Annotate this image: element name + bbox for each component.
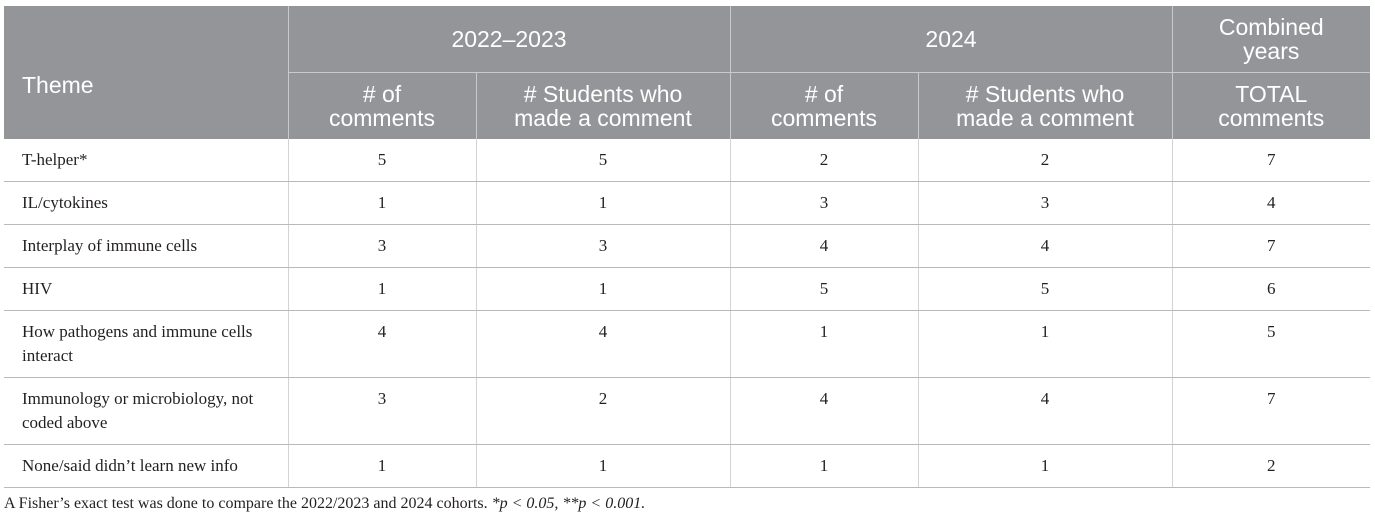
subheader-comments-2024: # of comments	[730, 72, 919, 139]
comments-table: Theme 2022–2023 2024 Combined years # of…	[4, 6, 1371, 488]
cell-comments-2024: 1	[730, 310, 919, 378]
group-header-2024: 2024	[730, 6, 1173, 73]
cell-total-comments: 7	[1172, 139, 1371, 182]
cell-comments-2024: 2	[730, 139, 919, 182]
cell-students-2022-2023: 3	[476, 224, 731, 268]
row-theme: How pathogens and immune cells interact	[4, 310, 289, 378]
cell-comments-2024: 1	[730, 444, 919, 488]
cell-students-2022-2023: 5	[476, 139, 731, 182]
cell-students-2024: 5	[918, 267, 1173, 311]
subheader-total-comments: TOTAL comments	[1172, 72, 1371, 139]
cell-total-comments: 5	[1172, 310, 1371, 378]
cell-comments-2022-2023: 1	[288, 267, 477, 311]
cell-total-comments: 2	[1172, 444, 1371, 488]
subheader-students-2022-2023: # Students who made a comment	[476, 72, 731, 139]
table-row: Immunology or microbiology, not coded ab…	[4, 377, 1371, 445]
row-theme: Interplay of immune cells	[4, 224, 289, 268]
table-footnote: A Fisher’s exact test was done to compar…	[4, 495, 645, 513]
table-body: T-helper* 5 5 2 2 7 IL/cytokines 1 1 3 3…	[4, 139, 1371, 488]
subheader-students-2024: # Students who made a comment	[918, 72, 1173, 139]
row-theme: None/said didn’t learn new info	[4, 444, 289, 488]
cell-students-2022-2023: 1	[476, 444, 731, 488]
cell-comments-2024: 4	[730, 224, 919, 268]
cell-students-2024: 4	[918, 377, 1173, 445]
group-header-2022-2023: 2022–2023	[288, 6, 731, 73]
cell-comments-2022-2023: 3	[288, 224, 477, 268]
cell-total-comments: 6	[1172, 267, 1371, 311]
row-theme: HIV	[4, 267, 289, 311]
cell-comments-2022-2023: 4	[288, 310, 477, 378]
table-row: Interplay of immune cells 3 3 4 4 7	[4, 224, 1371, 268]
cell-students-2022-2023: 1	[476, 181, 731, 225]
table-container: Theme 2022–2023 2024 Combined years # of…	[4, 6, 1371, 488]
subheader-comments-2022-2023: # of comments	[288, 72, 477, 139]
cell-comments-2024: 5	[730, 267, 919, 311]
cell-comments-2022-2023: 3	[288, 377, 477, 445]
table-row: How pathogens and immune cells interact …	[4, 310, 1371, 378]
cell-comments-2022-2023: 5	[288, 139, 477, 182]
table-row: None/said didn’t learn new info 1 1 1 1 …	[4, 444, 1371, 488]
cell-comments-2024: 4	[730, 377, 919, 445]
table-header: Theme 2022–2023 2024 Combined years # of…	[4, 6, 1371, 139]
row-theme: IL/cytokines	[4, 181, 289, 225]
cell-students-2022-2023: 1	[476, 267, 731, 311]
cell-students-2024: 1	[918, 310, 1173, 378]
cell-comments-2022-2023: 1	[288, 444, 477, 488]
table-row: HIV 1 1 5 5 6	[4, 267, 1371, 311]
row-theme: T-helper*	[4, 139, 289, 182]
cell-students-2024: 3	[918, 181, 1173, 225]
cell-students-2024: 2	[918, 139, 1173, 182]
footnote-significance-1: *p < 0.05,	[491, 495, 559, 512]
footnote-text: A Fisher’s exact test was done to compar…	[4, 495, 488, 512]
cell-students-2022-2023: 4	[476, 310, 731, 378]
cell-total-comments: 7	[1172, 377, 1371, 445]
cell-students-2024: 4	[918, 224, 1173, 268]
footnote-significance-2: **p < 0.001.	[562, 495, 646, 512]
column-header-theme: Theme	[4, 6, 289, 139]
cell-total-comments: 4	[1172, 181, 1371, 225]
cell-comments-2024: 3	[730, 181, 919, 225]
row-theme: Immunology or microbiology, not coded ab…	[4, 377, 289, 445]
group-header-combined-years: Combined years	[1172, 6, 1371, 73]
cell-students-2022-2023: 2	[476, 377, 731, 445]
cell-comments-2022-2023: 1	[288, 181, 477, 225]
cell-total-comments: 7	[1172, 224, 1371, 268]
table-row: IL/cytokines 1 1 3 3 4	[4, 181, 1371, 225]
cell-students-2024: 1	[918, 444, 1173, 488]
table-row: T-helper* 5 5 2 2 7	[4, 139, 1371, 182]
